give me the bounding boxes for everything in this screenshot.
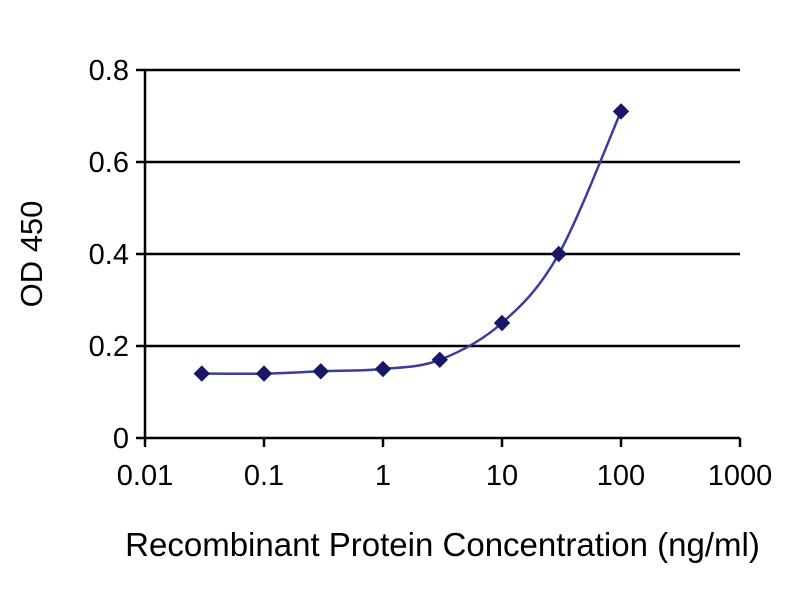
- x-tick-label: 0.01: [117, 460, 173, 492]
- y-tick-label: 0.8: [89, 55, 129, 87]
- data-point-marker-5: [493, 314, 511, 332]
- y-tick-label: 0.4: [89, 239, 129, 271]
- y-axis-title: OD 450: [14, 201, 49, 308]
- data-point-marker-3: [374, 360, 392, 378]
- data-point-marker-7: [612, 103, 630, 120]
- x-tick-label: 1000: [708, 460, 773, 492]
- y-tick-label: 0.2: [89, 331, 129, 363]
- x-tick-label: 1: [375, 460, 391, 492]
- data-point-marker-0: [193, 365, 210, 382]
- x-tick-label: 100: [597, 460, 645, 492]
- x-tick-label: 10: [486, 460, 518, 492]
- data-point-marker-1: [255, 365, 273, 382]
- y-tick-label: 0: [113, 423, 129, 455]
- data-point-marker-6: [550, 245, 567, 263]
- x-axis-title: Recombinant Protein Concentration (ng/ml…: [125, 526, 760, 563]
- x-tick-label: 0.1: [244, 460, 284, 492]
- data-point-marker-2: [312, 363, 329, 380]
- data-point-marker-4: [431, 351, 448, 369]
- y-tick-label: 0.6: [89, 147, 129, 179]
